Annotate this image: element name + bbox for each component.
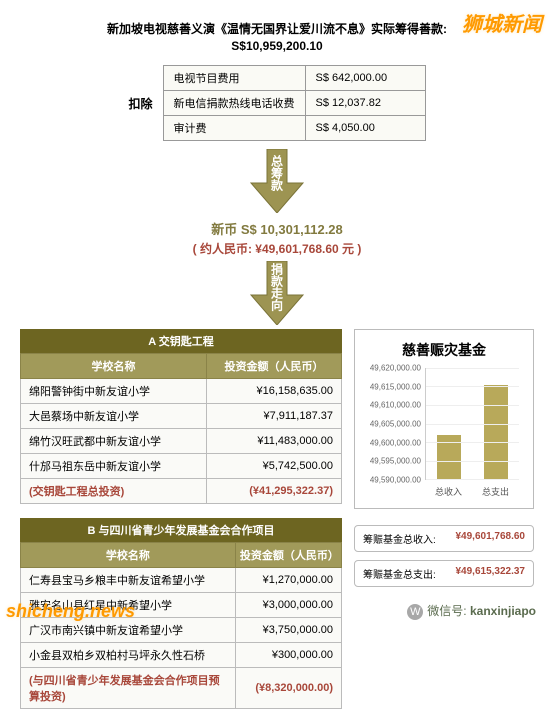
watermark-bottom-left: shicheng.news: [6, 601, 135, 622]
section-b-header: B 与四川省青少年发展基金会合作项目: [20, 518, 342, 542]
summary-income: 筹赈基金总收入:¥49,601,768.60: [354, 525, 534, 552]
page-title: 新加坡电视慈善义演《温情无国界让爱川流不息》实际筹得善款:: [30, 20, 524, 37]
net-sgd: 新币 S$ 10,301,112.28: [30, 219, 524, 238]
summary-expense: 筹赈基金总支出:¥49,615,322.37: [354, 560, 534, 587]
title-amount: S$10,959,200.10: [30, 39, 524, 53]
arrow-label-2: 捐款走向: [269, 263, 286, 311]
arrow-direction: 捐款走向: [247, 261, 307, 325]
watermark-top-right: 狮城新闻: [462, 8, 542, 37]
section-a-header: A 交钥匙工程: [20, 329, 342, 353]
section-b-table: 学校名称投资金额（人民币） 仁寿县宝马乡粮丰中新友谊希望小学¥1,270,000…: [20, 542, 342, 709]
fund-box: 慈善赈灾基金 49,590,000.0049,595,000.0049,600,…: [354, 329, 534, 509]
deduct-table: 电视节目费用S$ 642,000.00 新电信捐款热线电话收费S$ 12,037…: [163, 65, 426, 141]
wechat-icon: W: [407, 604, 423, 620]
watermark-bottom-right: W微信号: kanxinjiapo: [407, 602, 536, 620]
arrow-total: 总筹款: [247, 149, 307, 213]
section-a-table: 学校名称投资金额（人民币） 绵阳警钟街中新友谊小学¥16,158,635.00 …: [20, 353, 342, 504]
arrow-label-1: 总筹款: [269, 155, 286, 191]
deduct-label: 扣除: [128, 95, 152, 112]
fund-chart: 49,590,000.0049,595,000.0049,600,000.004…: [365, 368, 523, 498]
net-rmb: ( 约人民币: ¥49,601,768.60 元 ): [30, 240, 524, 257]
fund-title: 慈善赈灾基金: [365, 340, 523, 360]
deduction-block: 扣除 电视节目费用S$ 642,000.00 新电信捐款热线电话收费S$ 12,…: [30, 65, 524, 141]
